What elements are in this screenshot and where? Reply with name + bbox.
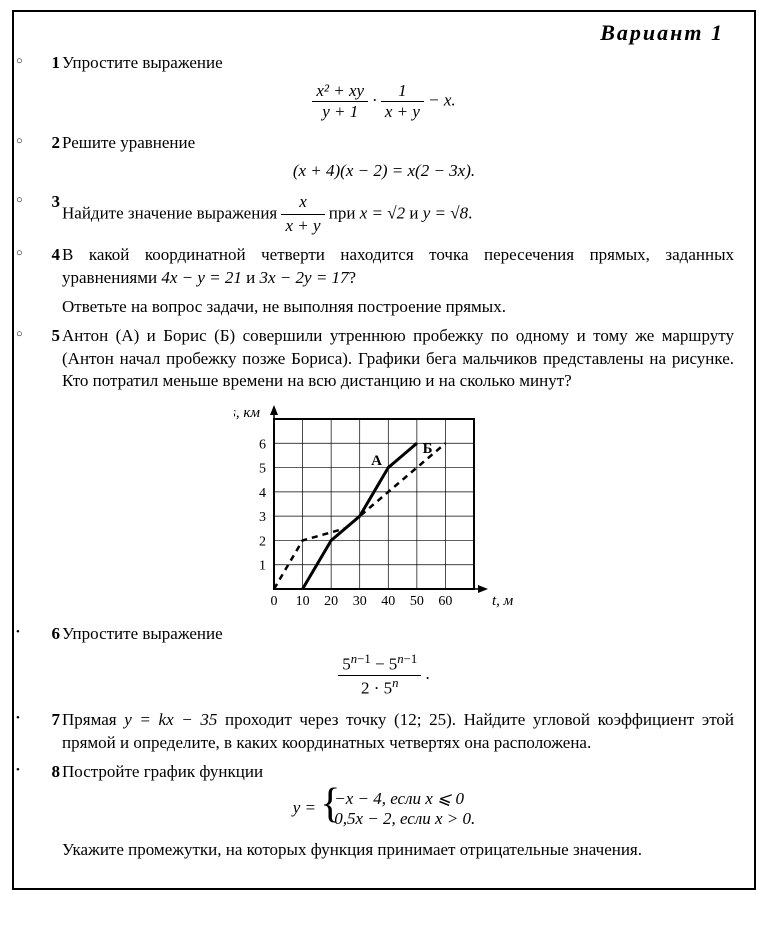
equation: 4x − y = 21	[161, 268, 242, 287]
value-y: y = √8	[423, 203, 468, 222]
frac-bot: 2 · 5n	[338, 676, 421, 699]
formula-1: x² + xyy + 1 · 1x + y − x.	[34, 81, 734, 122]
formula-6: 5n−1 − 5n−12 · 5n .	[34, 652, 734, 698]
bullet-icon: ○	[16, 54, 23, 69]
equation: y = kx − 35	[124, 710, 217, 729]
bullet-icon: ○	[16, 327, 23, 342]
worksheet-page: Вариант 1 ○ 1 Упростите выражение x² + x…	[12, 10, 756, 890]
svg-text:10: 10	[296, 594, 310, 609]
chart-svg: 0 10 20 30 40 50 60 1 2 3 4 5 6 Б Аs, км t, мин	[234, 401, 514, 611]
problem-4: ○ 4 В какой координатной четверти находи…	[34, 244, 734, 290]
problem-text: Решите уравнение	[62, 133, 195, 152]
svg-text:Б: Б	[423, 441, 433, 457]
problem-2: ○ 2 Решите уравнение	[34, 132, 734, 155]
variant-title: Вариант 1	[34, 20, 724, 46]
frac-top: 5n−1 − 5n−1	[338, 652, 421, 676]
svg-text:30: 30	[353, 594, 367, 609]
problem-number: 3	[34, 191, 60, 214]
svg-text:1: 1	[259, 559, 266, 574]
svg-text:t, мин: t, мин	[492, 593, 514, 609]
equation: 3x − 2y = 17	[260, 268, 349, 287]
problem-text: Упростите выражение	[62, 53, 223, 72]
problem-8-after: Укажите промежутки, на которых функция п…	[34, 839, 734, 862]
problem-6: • 6 Упростите выражение	[34, 623, 734, 646]
problem-number: 7	[34, 709, 60, 732]
frac-top: 1	[381, 81, 424, 102]
svg-text:2: 2	[259, 535, 266, 550]
problem-7: • 7 Прямая y = kx − 35 проходит через то…	[34, 709, 734, 755]
frac-bot: x + y	[381, 102, 424, 122]
svg-text:40: 40	[381, 594, 395, 609]
svg-text:4: 4	[259, 486, 266, 501]
bullet-icon: ○	[16, 193, 23, 208]
problem-number: 2	[34, 132, 60, 155]
problem-1: ○ 1 Упростите выражение	[34, 52, 734, 75]
problem-text: Найдите значение выражения	[62, 203, 281, 222]
mult-dot: ·	[368, 90, 381, 109]
problem-number: 6	[34, 623, 60, 646]
svg-text:А: А	[371, 454, 382, 470]
svg-text:60: 60	[438, 594, 452, 609]
lhs: y =	[293, 798, 321, 817]
formula-2: (x + 4)(x − 2) = x(2 − 3x).	[34, 161, 734, 181]
problem-number: 5	[34, 325, 60, 348]
formula-tail: − x.	[424, 90, 456, 109]
problem-number: 4	[34, 244, 60, 267]
svg-text:3: 3	[259, 511, 266, 526]
piece-2: 0,5x − 2, если x > 0.	[334, 809, 475, 828]
value-x: x = √2	[360, 203, 405, 222]
formula-8: y = { −x − 4, если x ⩽ 0 0,5x − 2, если …	[34, 789, 734, 829]
bullet-icon: •	[16, 711, 20, 726]
problem-text: Прямая	[62, 710, 124, 729]
bullet-icon: ○	[16, 246, 23, 261]
problem-number: 1	[34, 52, 60, 75]
svg-text:50: 50	[410, 594, 424, 609]
svg-text:5: 5	[259, 462, 266, 477]
problem-3: ○ 3 Найдите значение выражения xx + y пр…	[34, 191, 734, 238]
svg-text:20: 20	[324, 594, 338, 609]
problem-number: 8	[34, 761, 60, 784]
svg-text:0: 0	[271, 594, 278, 609]
problem-8: • 8 Постройте график функции	[34, 761, 734, 784]
frac-top: x² + xy	[312, 81, 368, 102]
frac-bot: y + 1	[312, 102, 368, 122]
problem-text: Постройте график функции	[62, 762, 263, 781]
problem-text: Антон (А) и Борис (Б) совершили утреннюю…	[62, 326, 734, 391]
bullet-icon: •	[16, 625, 20, 640]
running-chart: 0 10 20 30 40 50 60 1 2 3 4 5 6 Б Аs, км t, мин	[234, 401, 534, 611]
problem-text: и	[409, 203, 422, 222]
piece-1: −x − 4, если x ⩽ 0	[334, 789, 464, 808]
frac-bot: x + y	[281, 215, 324, 238]
problem-text: Упростите выражение	[62, 624, 223, 643]
svg-text:s, км: s, км	[234, 405, 260, 421]
problem-5: ○ 5 Антон (А) и Борис (Б) совершили утре…	[34, 325, 734, 394]
problem-4-continuation: Ответьте на вопрос задачи, не выполняя п…	[34, 296, 734, 319]
brace-icon: {	[320, 783, 340, 825]
problem-text: и	[246, 268, 259, 287]
bullet-icon: ○	[16, 134, 23, 149]
bullet-icon: •	[16, 763, 20, 778]
qmark: ?	[349, 268, 357, 287]
frac-top: x	[281, 191, 324, 215]
svg-text:6: 6	[259, 438, 266, 453]
problem-text: при	[329, 203, 360, 222]
